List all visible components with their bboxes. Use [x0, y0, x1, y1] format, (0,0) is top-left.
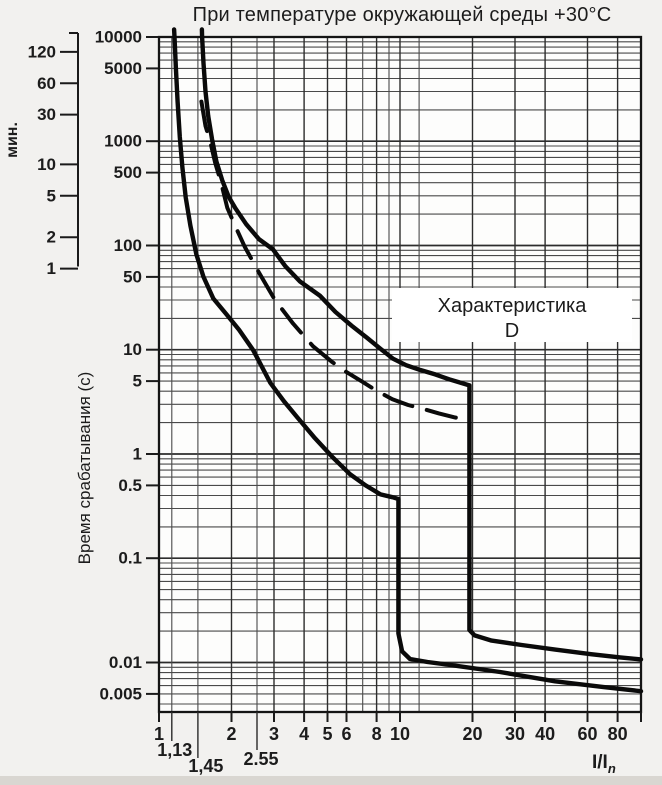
minutes-tick-label: 30: [37, 105, 56, 124]
y-tick-label: 500: [114, 163, 142, 182]
y-tick-label: 50: [123, 267, 142, 286]
y-tick-label: 10000: [95, 28, 142, 47]
y-tick-label: 100: [114, 236, 142, 255]
x-tick-label: 60: [577, 724, 597, 744]
x-axis-label-main: I/I: [592, 752, 608, 773]
annotation-background: [392, 288, 632, 342]
x-tick-label: 80: [608, 724, 628, 744]
x-tick-label: 40: [535, 724, 555, 744]
curve-average-curve-dashed: [199, 99, 472, 423]
x-axis-label-subscript: n: [608, 761, 616, 776]
x-sub-tick-label: 1,45: [188, 756, 223, 776]
curve-lower-band-curve: [171, 27, 644, 694]
annotation-box: Характеристика D: [392, 288, 632, 342]
x-tick-label: 6: [341, 724, 351, 744]
chart-title: При температуре окружающей среды +30°C: [193, 4, 612, 26]
x-tick-label: 2: [226, 724, 236, 744]
x-tick-label: 4: [299, 724, 309, 744]
minutes-tick-label: 120: [28, 42, 56, 61]
x-tick-label: 10: [390, 724, 410, 744]
ticks-layer: 10000 5000 1000 500 100 50 10 5 1 0.5 0.1 0.01 0.005…: [28, 28, 642, 776]
minutes-tick-label: 10: [37, 155, 56, 174]
x-axis-label: I/In: [592, 752, 616, 776]
x-tick-label: 20: [462, 724, 482, 744]
minutes-tick-label: 1: [47, 259, 56, 278]
y-tick-label: 1000: [104, 132, 142, 151]
x-tick-label: 30: [505, 724, 525, 744]
minutes-axis-label: мин.: [4, 122, 21, 158]
minutes-tick-label: 2: [47, 228, 56, 247]
x-sub-tick-label: 1,13: [157, 740, 192, 760]
x-tick-label: 8: [372, 724, 382, 744]
y-axis-label: Время срабатывания (с): [75, 372, 94, 565]
annotation-line2: D: [505, 320, 519, 342]
y-tick-label: 0.005: [99, 684, 142, 703]
annotation-line1: Характеристика: [438, 295, 588, 317]
y-tick-label: 0.1: [118, 549, 142, 568]
x-tick-label: 1: [154, 724, 164, 744]
y-tick-label: 5000: [104, 59, 142, 78]
scan-edge: [0, 776, 662, 785]
x-tick-label: 5: [322, 724, 332, 744]
y-tick-label: 5: [133, 372, 142, 391]
y-tick-label: 0.5: [118, 476, 142, 495]
curves-layer: [171, 27, 644, 694]
x-sub-tick-label: 2.55: [243, 749, 278, 769]
x-tick-label: 3: [269, 724, 279, 744]
y-tick-label: 1: [133, 445, 142, 464]
y-tick-label: 10: [123, 340, 142, 359]
y-tick-label: 0.01: [109, 653, 142, 672]
minutes-tick-label: 5: [47, 186, 56, 205]
minutes-tick-label: 60: [37, 74, 56, 93]
